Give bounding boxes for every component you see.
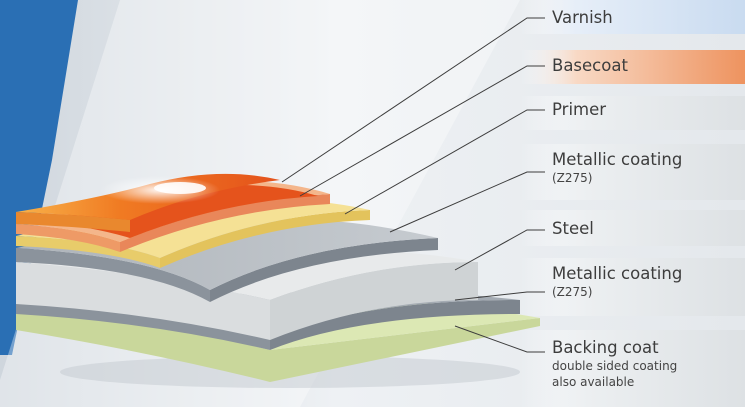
- basecoat-label: Basecoat: [552, 56, 628, 75]
- basecoat-band: [520, 50, 745, 84]
- metallic-coating-sub-2: (Z275): [552, 285, 593, 299]
- label-varnish: Varnish: [552, 8, 613, 28]
- backing-coat-sub-line-1: double sided coating: [552, 359, 678, 373]
- varnish-label: Varnish: [552, 8, 613, 27]
- steel-band: [520, 210, 745, 246]
- metallic-coating-band-2: [520, 258, 745, 316]
- basecoat-leader: [299, 65, 545, 197]
- primer-leader: [344, 109, 545, 215]
- backing-coat-sub-line-2: also available: [552, 375, 635, 389]
- primer-label: Primer: [552, 100, 607, 119]
- primer-band: [520, 96, 745, 130]
- leader-lines: [281, 17, 545, 353]
- backing-coat-band: [520, 330, 745, 407]
- metallic-coating-leader-2: [454, 291, 545, 301]
- varnish-band: [520, 0, 745, 34]
- metallic-coating-label-2: Metallic coating: [552, 264, 683, 283]
- metallic-coating-leader-1: [389, 171, 545, 233]
- metallic-coating-sub-1: (Z275): [552, 171, 593, 185]
- label-metallic-coating-1: Metallic coating (Z275): [552, 150, 682, 186]
- metallic-coating-band-1: [520, 144, 745, 200]
- varnish-layer: [16, 173, 280, 232]
- steel-leader: [454, 229, 545, 271]
- varnish-leader: [281, 17, 545, 183]
- backing-coat-label: Backing coat: [552, 338, 659, 357]
- label-basecoat: Basecoat: [552, 56, 628, 76]
- label-primer: Primer: [552, 100, 606, 120]
- backing-coat-leader: [454, 325, 545, 353]
- steel-label: Steel: [552, 219, 594, 238]
- metallic-coating-label-1: Metallic coating: [552, 150, 683, 169]
- label-steel: Steel: [552, 219, 594, 239]
- label-metallic-coating-2: Metallic coating (Z275): [552, 264, 682, 300]
- label-backing-coat: Backing coat double sided coating also a…: [552, 338, 677, 390]
